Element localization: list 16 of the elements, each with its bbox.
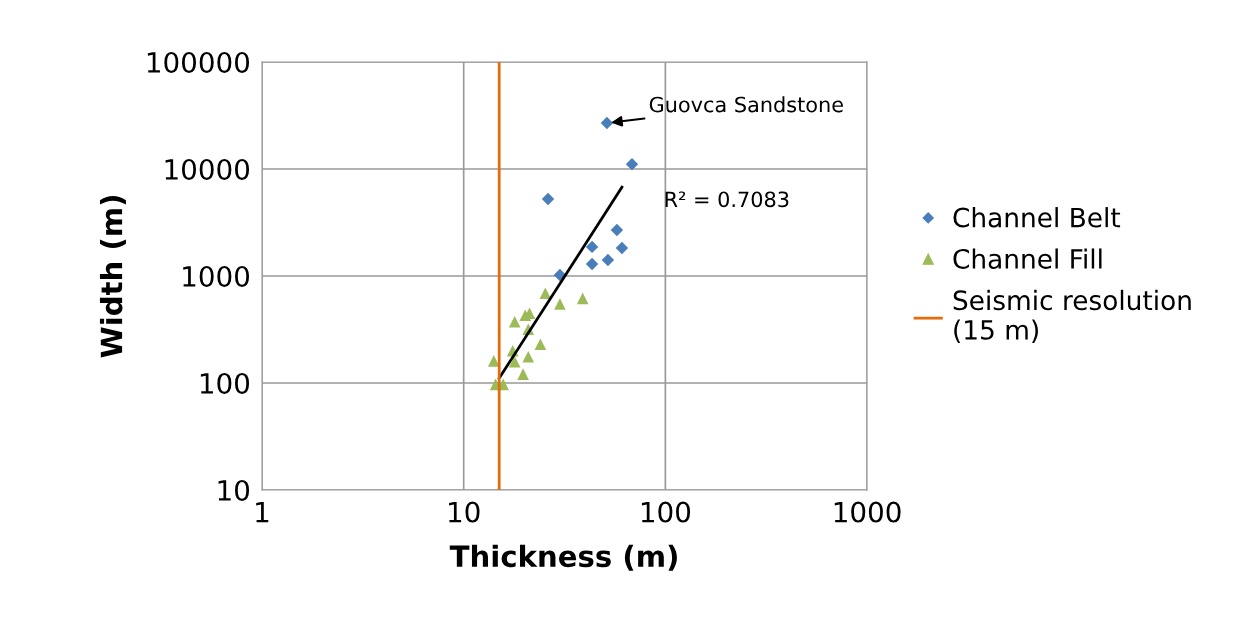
y-tick-label: 1000 <box>183 265 250 287</box>
y-tick-label: 10000 <box>165 158 250 180</box>
legend-label: Channel Fill <box>953 248 1102 269</box>
x-tick-label: 10 <box>449 501 480 523</box>
annotation: Guovca Sandstone <box>649 96 843 113</box>
legend-label: Seismic resolution (15 m) <box>953 289 1191 343</box>
x-tick-label: 1 <box>256 501 269 523</box>
x-axis-title: Thickness (m) <box>449 544 677 571</box>
y-tick-label: 100000 <box>147 51 250 73</box>
x-tick-label: 1000 <box>834 501 901 523</box>
y-tick-label: 10 <box>218 479 250 501</box>
x-tick-label: 100 <box>641 501 691 523</box>
y-tick-label: 100 <box>200 372 250 394</box>
y-axis-title: Width (m) <box>99 196 126 358</box>
annotation: R² = 0.7083 <box>665 191 789 208</box>
legend-label: Channel Belt <box>953 207 1121 228</box>
